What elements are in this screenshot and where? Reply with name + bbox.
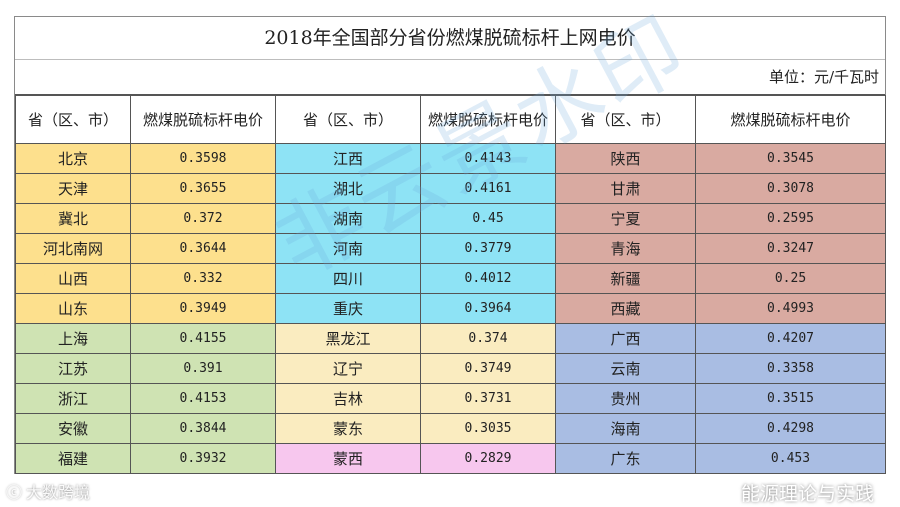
unit-label: 单位：元/千瓦时 (15, 60, 885, 95)
province-cell: 陕西 (555, 143, 696, 174)
header-price-1: 燃煤脱硫标杆电价 (130, 95, 276, 144)
province-cell: 天津 (15, 173, 131, 204)
price-cell: 0.453 (695, 443, 886, 474)
table-row: 浙江 0.4153 吉林 0.3731 贵州 0.3515 (15, 383, 886, 414)
price-cell: 0.3964 (420, 293, 556, 324)
watermark-right-text: 能源理论与实践 (740, 482, 874, 505)
price-cell: 0.3949 (130, 293, 276, 324)
header-price-3: 燃煤脱硫标杆电价 (695, 95, 886, 144)
bottom-left-watermark: ⓒ 大数跨境 (6, 478, 90, 504)
watermark-left-text: 大数跨境 (26, 483, 91, 502)
price-cell: 0.3932 (130, 443, 276, 474)
province-cell: 河北南网 (15, 233, 131, 264)
table-row: 江苏 0.391 辽宁 0.3749 云南 0.3358 (15, 353, 886, 384)
table-row: 北京 0.3598 江西 0.4143 陕西 0.3545 (15, 143, 886, 174)
province-cell: 甘肃 (555, 173, 696, 204)
province-cell: 江西 (275, 143, 421, 174)
province-cell: 山西 (15, 263, 131, 294)
price-cell: 0.3358 (695, 353, 886, 384)
table-row: 福建 0.3932 蒙西 0.2829 广东 0.453 (15, 443, 886, 474)
province-cell: 吉林 (275, 383, 421, 414)
table-row: 山西 0.332 四川 0.4012 新疆 0.25 (15, 263, 886, 294)
price-cell: 0.4155 (130, 323, 276, 354)
price-cell: 0.3515 (695, 383, 886, 414)
price-cell: 0.3078 (695, 173, 886, 204)
price-table: 省（区、市） 燃煤脱硫标杆电价 省（区、市） 燃煤脱硫标杆电价 省（区、市） 燃… (15, 95, 886, 474)
price-cell: 0.2829 (420, 443, 556, 474)
price-cell: 0.391 (130, 353, 276, 384)
province-cell: 广西 (555, 323, 696, 354)
price-table-body: 省（区、市） 燃煤脱硫标杆电价 省（区、市） 燃煤脱硫标杆电价 省（区、市） 燃… (15, 95, 886, 474)
price-cell: 0.4161 (420, 173, 556, 204)
province-cell: 江苏 (15, 353, 131, 384)
province-cell: 福建 (15, 443, 131, 474)
price-cell: 0.3545 (695, 143, 886, 174)
province-cell: 辽宁 (275, 353, 421, 384)
price-cell: 0.3749 (420, 353, 556, 384)
price-cell: 0.332 (130, 263, 276, 294)
price-cell: 0.45 (420, 203, 556, 234)
province-cell: 上海 (15, 323, 131, 354)
price-cell: 0.3035 (420, 413, 556, 444)
province-cell: 河南 (275, 233, 421, 264)
price-cell: 0.3655 (130, 173, 276, 204)
bottom-right-watermark: 能源理论与实践 (709, 478, 874, 506)
price-cell: 0.3779 (420, 233, 556, 264)
header-province-2: 省（区、市） (275, 95, 421, 144)
table-row: 上海 0.4155 黑龙江 0.374 广西 0.4207 (15, 323, 886, 354)
table-row: 天津 0.3655 湖北 0.4161 甘肃 0.3078 (15, 173, 886, 204)
price-cell: 0.4012 (420, 263, 556, 294)
price-cell: 0.3247 (695, 233, 886, 264)
price-cell: 0.3598 (130, 143, 276, 174)
province-cell: 湖北 (275, 173, 421, 204)
price-cell: 0.3644 (130, 233, 276, 264)
price-cell: 0.4143 (420, 143, 556, 174)
province-cell: 贵州 (555, 383, 696, 414)
watermark-logo-icon: ⓒ (6, 483, 23, 502)
province-cell: 青海 (555, 233, 696, 264)
province-cell: 安徽 (15, 413, 131, 444)
price-cell: 0.374 (420, 323, 556, 354)
wechat-icon (709, 481, 735, 502)
price-cell: 0.25 (695, 263, 886, 294)
province-cell: 蒙西 (275, 443, 421, 474)
province-cell: 新疆 (555, 263, 696, 294)
province-cell: 黑龙江 (275, 323, 421, 354)
province-cell: 广东 (555, 443, 696, 474)
province-cell: 四川 (275, 263, 421, 294)
province-cell: 冀北 (15, 203, 131, 234)
province-cell: 北京 (15, 143, 131, 174)
price-cell: 0.3731 (420, 383, 556, 414)
province-cell: 云南 (555, 353, 696, 384)
province-cell: 山东 (15, 293, 131, 324)
table-row: 冀北 0.372 湖南 0.45 宁夏 0.2595 (15, 203, 886, 234)
price-cell: 0.4298 (695, 413, 886, 444)
province-cell: 宁夏 (555, 203, 696, 234)
table-title: 2018年全国部分省份燃煤脱硫标杆上网电价 (15, 16, 885, 60)
header-price-2: 燃煤脱硫标杆电价 (420, 95, 556, 144)
price-cell: 0.372 (130, 203, 276, 234)
province-cell: 西藏 (555, 293, 696, 324)
header-province-1: 省（区、市） (15, 95, 131, 144)
price-cell: 0.2595 (695, 203, 886, 234)
price-cell: 0.3844 (130, 413, 276, 444)
price-table-sheet: 2018年全国部分省份燃煤脱硫标杆上网电价 单位：元/千瓦时 省（区、市） 燃煤… (14, 16, 886, 474)
province-cell: 海南 (555, 413, 696, 444)
province-cell: 重庆 (275, 293, 421, 324)
province-cell: 蒙东 (275, 413, 421, 444)
table-row: 河北南网 0.3644 河南 0.3779 青海 0.3247 (15, 233, 886, 264)
table-header-row: 省（区、市） 燃煤脱硫标杆电价 省（区、市） 燃煤脱硫标杆电价 省（区、市） 燃… (15, 95, 886, 144)
header-province-3: 省（区、市） (555, 95, 696, 144)
price-cell: 0.4153 (130, 383, 276, 414)
price-cell: 0.4207 (695, 323, 886, 354)
province-cell: 湖南 (275, 203, 421, 234)
province-cell: 浙江 (15, 383, 131, 414)
table-row: 山东 0.3949 重庆 0.3964 西藏 0.4993 (15, 293, 886, 324)
table-row: 安徽 0.3844 蒙东 0.3035 海南 0.4298 (15, 413, 886, 444)
price-cell: 0.4993 (695, 293, 886, 324)
